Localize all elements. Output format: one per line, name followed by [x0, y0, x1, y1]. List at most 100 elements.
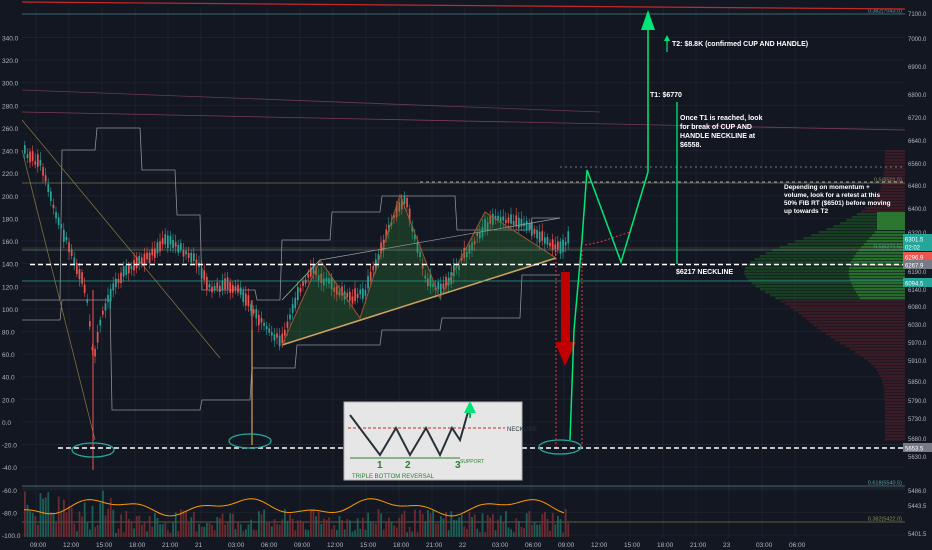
volume-bar: [289, 514, 291, 537]
fib-level-label: 0.5(6271.5): [874, 245, 902, 251]
candle-body: [70, 249, 73, 256]
volume-bar: [450, 511, 453, 537]
profile-bar: [882, 180, 905, 183]
candle-body: [278, 335, 281, 347]
volume-bar: [567, 523, 570, 537]
right-tick-label: 6900.0: [908, 65, 927, 71]
volume-bar: [377, 509, 380, 537]
profile-bar: [835, 339, 905, 342]
profile-bar: [884, 408, 905, 411]
profile-bar: [868, 204, 905, 207]
profile-bar: [878, 192, 905, 195]
volume-bar: [564, 509, 567, 537]
profile-bar: [744, 273, 905, 276]
volume-bar: [258, 511, 260, 537]
time-tick-label: 23: [723, 542, 731, 549]
profile-bar: [867, 360, 905, 363]
candle-body: [206, 276, 208, 290]
candle-body: [37, 154, 39, 167]
volume-bar: [304, 529, 307, 537]
candle-body: [193, 253, 195, 261]
candle-body: [294, 297, 297, 309]
volume-bar: [34, 516, 37, 537]
time-tick-label: 09:00: [294, 542, 311, 549]
profile-bar-value-area: [849, 276, 905, 279]
candle-body: [421, 263, 424, 269]
candle-body: [190, 252, 193, 263]
volume-bar: [200, 526, 203, 537]
candle-body: [174, 242, 177, 247]
volume-bar: [260, 514, 263, 537]
candle-body: [94, 348, 96, 357]
candle-body: [515, 215, 518, 227]
right-tick-label: 6560.0: [908, 162, 927, 168]
profile-bar: [883, 174, 905, 177]
volume-bar: [427, 509, 429, 537]
candle-body: [497, 215, 499, 221]
candle-body: [299, 287, 302, 293]
price-tag-text: 6094.5: [905, 282, 924, 288]
time-tick-label: 21: [195, 542, 203, 549]
candle-body: [297, 287, 299, 301]
candle-body: [164, 234, 167, 245]
candle-body: [481, 226, 484, 238]
candle-body: [167, 235, 169, 249]
volume-bar: [395, 527, 398, 537]
profile-bar-value-area: [874, 231, 905, 234]
volume-bar: [195, 531, 198, 537]
volume-oscillator: [22, 487, 905, 537]
profile-bar: [883, 384, 905, 387]
profile-bar: [884, 402, 905, 405]
right-tick-label: 6140.0: [908, 288, 927, 294]
profile-bar: [813, 324, 905, 327]
volume-bar: [70, 507, 73, 537]
profile-bar: [825, 333, 905, 336]
candle-body: [172, 239, 174, 249]
candle-body: [96, 332, 99, 343]
profile-bar-value-area: [849, 267, 905, 270]
candle-body: [323, 278, 325, 286]
volume-bar: [44, 497, 47, 537]
candle-body: [551, 239, 554, 250]
volume-bar: [271, 526, 273, 537]
candle-body: [432, 283, 434, 288]
volume-bar: [323, 518, 325, 537]
volume-bar: [213, 530, 216, 537]
profile-bar: [884, 390, 905, 393]
volume-bar: [557, 515, 559, 537]
volume-bar: [232, 513, 234, 537]
t1-note-line: HANDLE NECKLINE at: [680, 133, 756, 140]
volume-bar: [81, 516, 83, 537]
profile-bar: [802, 315, 905, 318]
profile-bar: [770, 294, 905, 297]
profile-bar: [840, 222, 905, 225]
candle-body: [372, 265, 375, 271]
volume-bar: [325, 519, 328, 537]
profile-bar-value-area: [863, 243, 905, 246]
volume-bar: [458, 517, 460, 537]
indicator-bands: [21, 119, 560, 445]
left-tick-label: 300.0: [2, 81, 19, 88]
volume-bar: [460, 514, 463, 537]
profile-bar: [748, 279, 905, 282]
profile-bar: [765, 291, 905, 294]
candle-body: [564, 242, 567, 246]
price-tag-box: [903, 242, 932, 251]
volume-bar: [73, 523, 76, 537]
candle-body: [83, 284, 86, 293]
volume-bar: [416, 531, 419, 537]
candle-body: [479, 232, 481, 239]
candle-body: [128, 265, 130, 274]
left-tick-label: -40.0: [2, 465, 17, 472]
profile-bar: [863, 357, 905, 360]
volume-bar: [226, 522, 229, 537]
candle-body: [468, 245, 471, 254]
left-tick-label: 340.0: [2, 36, 19, 43]
volume-bar: [180, 509, 182, 537]
candle-body: [302, 281, 304, 286]
candle-body: [390, 222, 393, 226]
candle-body: [213, 285, 216, 290]
profile-bar-value-area: [850, 261, 905, 264]
time-tick-label: 03:00: [492, 542, 509, 549]
